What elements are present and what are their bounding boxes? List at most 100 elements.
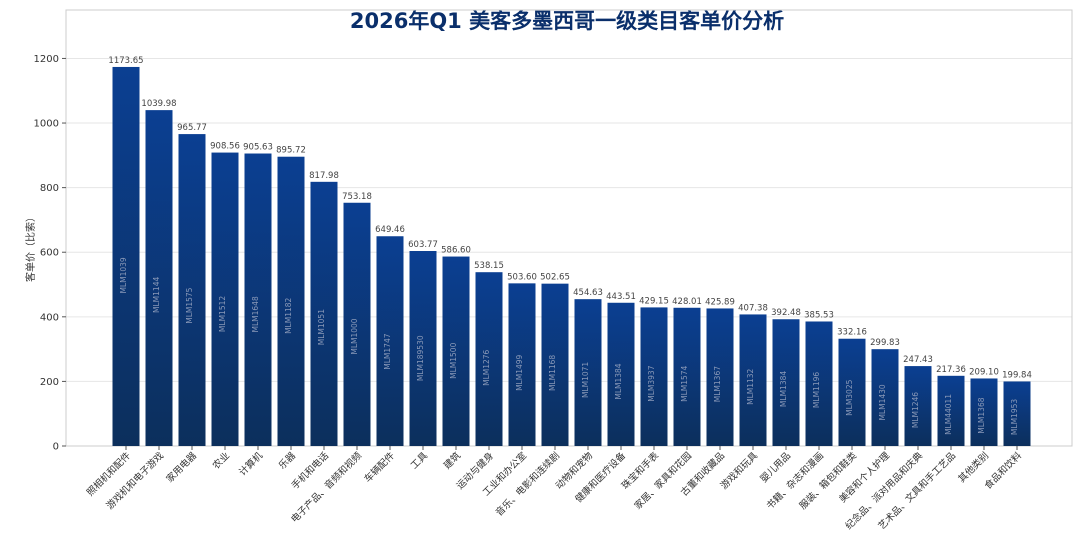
bars <box>112 66 1031 447</box>
bar <box>871 349 899 446</box>
bar <box>343 202 371 446</box>
x-tick-label: 乐器 <box>276 449 298 471</box>
data-label: 454.63 <box>573 288 603 298</box>
data-label: 503.60 <box>507 272 537 282</box>
bar-code-label: MLM1000 <box>350 318 359 354</box>
bar <box>244 153 272 446</box>
y-tick-label: 1000 <box>34 119 59 130</box>
bar <box>937 375 965 446</box>
data-label: 392.48 <box>771 308 801 318</box>
bar-code-label: MLM189530 <box>416 335 425 381</box>
y-tick-label: 600 <box>40 248 59 259</box>
y-tick-label: 1200 <box>34 54 59 65</box>
bar <box>607 302 635 446</box>
y-tick-label: 200 <box>40 377 59 388</box>
data-label: 965.77 <box>177 123 207 133</box>
data-label: 209.10 <box>969 367 999 377</box>
bar-code-label: MLM44011 <box>944 394 953 435</box>
bar-code-label: MLM1500 <box>449 342 458 378</box>
y-tick-label: 400 <box>40 312 59 323</box>
bar-code-label: MLM1071 <box>581 362 590 398</box>
x-tick-label: 游戏机和电子游戏 <box>104 449 167 512</box>
data-label: 586.60 <box>441 246 471 256</box>
data-label: 332.16 <box>837 328 867 338</box>
data-label: 603.77 <box>408 240 438 250</box>
bar-code-label: MLM1574 <box>680 365 689 401</box>
bar-code-label: MLM1039 <box>119 257 128 293</box>
bar <box>838 338 866 446</box>
bar <box>112 66 140 446</box>
bar <box>409 251 437 446</box>
bar <box>178 134 206 447</box>
chart-title: 2026年Q1 美客多墨西哥一级类目客单价分析 <box>350 9 784 33</box>
data-label: 895.72 <box>276 146 306 156</box>
bar-code-label: MLM1051 <box>317 309 326 345</box>
bar-code-label: MLM1648 <box>251 296 260 332</box>
x-tick-label: 建筑 <box>441 449 463 471</box>
x-tick-label: 车辆配件 <box>362 449 398 485</box>
bar <box>475 272 503 446</box>
bar-code-label: MLM1276 <box>482 349 491 385</box>
bar-code-label: MLM1953 <box>1010 399 1019 435</box>
x-tick-label: 家居、家具和花园 <box>632 450 694 512</box>
plot-frame <box>65 9 1073 447</box>
data-label: 1173.65 <box>108 56 143 66</box>
bar-code-label: MLM1132 <box>746 368 755 404</box>
bar-code-label: MLM3025 <box>845 379 854 415</box>
data-label: 443.51 <box>606 292 636 302</box>
bar-code-label: MLM1246 <box>911 392 920 428</box>
x-tick-label: 工具 <box>409 450 431 472</box>
data-label: 502.65 <box>540 273 570 283</box>
x-tick-label: 音乐、电影和连续剧 <box>493 450 562 519</box>
bar-code-label: MLM1196 <box>812 372 821 408</box>
bar <box>970 378 998 446</box>
bar <box>541 283 569 446</box>
data-label: 429.15 <box>639 296 669 306</box>
data-label: 428.01 <box>672 297 702 307</box>
bar <box>376 236 404 446</box>
bar <box>772 319 800 446</box>
bar-code-label: MLM1182 <box>284 297 293 333</box>
bar <box>805 321 833 446</box>
bar <box>640 307 668 446</box>
axes: 0 200 400 600 800 1000 1200 <box>34 9 1073 453</box>
bar <box>574 299 602 446</box>
data-label: 905.63 <box>243 143 273 153</box>
bar-code-label: MLM1499 <box>515 354 524 390</box>
x-tick-label: 服装、箱包和鞋类 <box>797 449 860 512</box>
bar-code-label: MLM1512 <box>218 296 227 332</box>
x-tick-label: 农业 <box>210 450 232 472</box>
bar <box>442 256 470 446</box>
data-label: 199.84 <box>1002 370 1032 380</box>
data-label: 299.83 <box>870 338 900 348</box>
data-label: 538.15 <box>474 261 504 271</box>
x-tick-label: 书籍、杂志和漫画 <box>764 450 826 512</box>
bar-code-label: MLM1168 <box>548 355 557 391</box>
bar-code-label: MLM1384 <box>614 363 623 399</box>
y-tick-label: 800 <box>40 183 59 194</box>
data-label: 753.18 <box>342 192 372 202</box>
data-label: 425.89 <box>705 297 735 307</box>
x-tick-label: 计算机 <box>236 449 265 478</box>
y-tick-label: 0 <box>53 442 59 453</box>
bar <box>211 152 239 446</box>
data-label: 407.38 <box>738 303 768 313</box>
data-label: 217.36 <box>936 365 966 375</box>
bar-code-label: MLM3937 <box>647 365 656 401</box>
bar-code-label: MLM1430 <box>878 384 887 420</box>
bar-code-label: MLM1144 <box>152 277 161 313</box>
bar-code-label: MLM1367 <box>713 366 722 402</box>
data-label: 649.46 <box>375 225 405 235</box>
data-label: 908.56 <box>210 142 240 152</box>
bar <box>1003 381 1031 446</box>
bar <box>904 366 932 446</box>
bar <box>673 307 701 446</box>
x-tick-label: 家用电器 <box>164 449 200 485</box>
bar-code-label: MLM1747 <box>383 333 392 369</box>
data-label: 817.98 <box>309 171 339 181</box>
bar <box>706 308 734 446</box>
data-label: 247.43 <box>903 355 933 365</box>
data-label: 1039.98 <box>141 99 176 109</box>
bar-code-label: MLM1384 <box>779 371 788 407</box>
